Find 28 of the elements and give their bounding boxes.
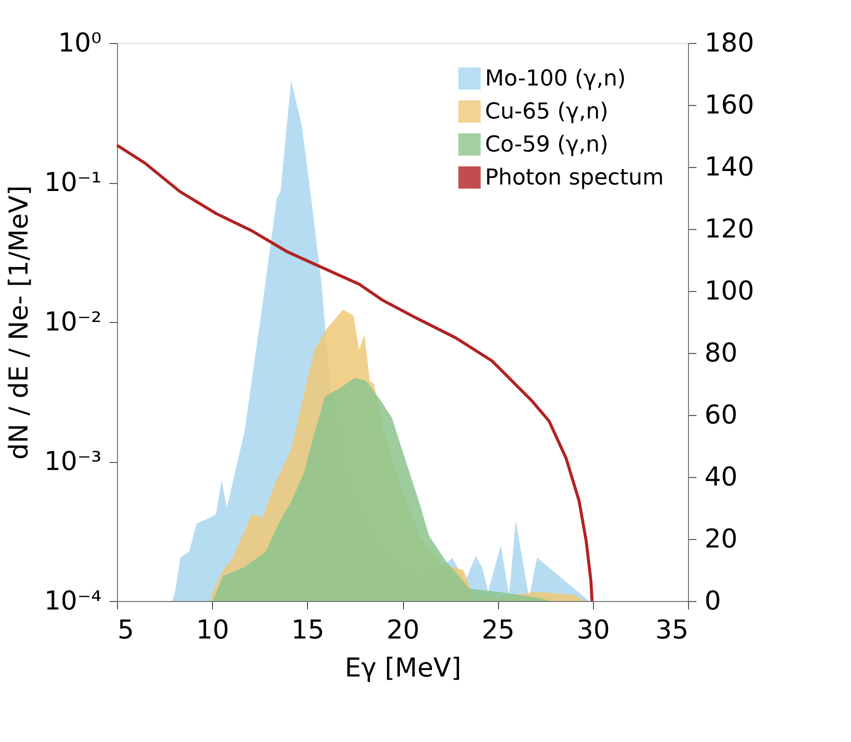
y2-tick-label: 160 [704, 90, 754, 120]
x-tick-label: 5 [118, 616, 134, 646]
y2-tick-label: 0 [704, 586, 722, 616]
y2-tick-label: 80 [704, 338, 738, 368]
y2-tick-label: 20 [704, 524, 738, 554]
x-axis-title: Eγ [MeV] [344, 654, 462, 684]
x-tick-label: 30 [576, 616, 610, 646]
y-tick-label: 10⁻³ [44, 447, 102, 477]
x-tick-label: 10 [196, 616, 230, 646]
y-tick-label: 10⁰ [58, 28, 102, 58]
y-tick-label: 10⁻² [44, 308, 102, 338]
y2-tick-label: 40 [704, 462, 738, 492]
y2-tick-label: 120 [704, 214, 754, 244]
y2-tick-label: 180 [704, 28, 754, 58]
legend-label: Mo-100 (γ,n) [485, 66, 626, 92]
legend-label: Cu-65 (γ,n) [485, 100, 608, 124]
y-axis-title: dN / dE / Ne- [1/MeV] [4, 185, 34, 460]
y-tick-label: 10⁻⁴ [44, 586, 102, 616]
x-tick-label: 20 [386, 616, 420, 646]
legend-label: Photon spectum [485, 166, 664, 190]
y-tick-label: 10⁻¹ [44, 168, 102, 198]
y2-tick-label: 140 [704, 152, 754, 182]
x-tick-label: 35 [655, 616, 688, 646]
legend-label: Co-59 (γ,n) [485, 132, 608, 158]
y2-tick-label: 60 [704, 400, 738, 430]
x-tick-label: 15 [291, 616, 324, 646]
x-tick-label: 25 [482, 616, 515, 646]
y2-tick-label: 100 [704, 276, 754, 306]
